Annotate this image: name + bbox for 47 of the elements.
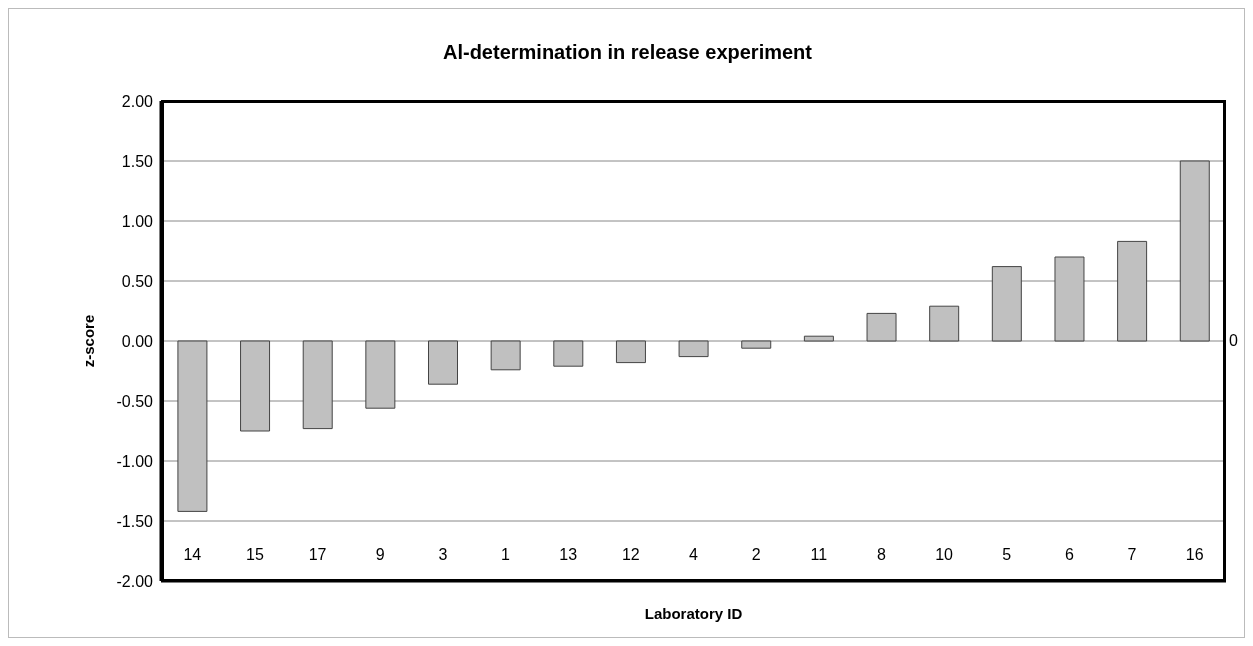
y-tick-label: 0.00	[121, 332, 154, 350]
y-tick-label: -2.00	[116, 572, 154, 590]
text: 0	[1229, 331, 1238, 351]
y-axis-title: z-score	[80, 314, 98, 368]
y-tick-label: 1.50	[121, 152, 154, 170]
x-tick-label: 10	[935, 546, 954, 564]
y-tick-label: -1.00	[116, 452, 154, 470]
x-tick-label: 13	[559, 546, 578, 564]
x-tick-label: 11	[810, 546, 828, 564]
bar	[741, 340, 772, 349]
y-tick-label: 2.00	[121, 92, 154, 110]
x-tick-label: 4	[689, 546, 699, 564]
x-tick-label: 5	[1002, 546, 1012, 564]
bar	[428, 340, 458, 385]
x-tick-label: 7	[1127, 546, 1137, 564]
bar	[929, 305, 960, 342]
bar	[803, 335, 834, 342]
x-tick-label: 6	[1064, 546, 1074, 564]
bar	[177, 340, 208, 512]
bar	[240, 340, 271, 432]
y-tick-label: 1.00	[121, 212, 154, 230]
x-tick-label: 15	[246, 546, 264, 564]
x-tick-label: 8	[876, 546, 886, 564]
bar	[866, 312, 897, 342]
x-tick-label: 12	[621, 546, 640, 564]
bar	[302, 340, 333, 430]
chart-title: Al-determination in release experiment	[442, 41, 813, 64]
bar	[553, 340, 584, 367]
y-tick-label: 0.50	[121, 272, 154, 290]
bar	[1117, 240, 1148, 342]
x-tick-label: 14	[183, 546, 202, 564]
x-tick-label: 16	[1185, 546, 1204, 564]
y-tick-label: -1.50	[116, 512, 154, 530]
bar	[991, 266, 1022, 342]
x-axis-title: Laboratory ID	[644, 605, 743, 622]
bar	[1054, 256, 1085, 342]
bar	[490, 340, 521, 371]
bar	[1179, 160, 1210, 342]
x-tick-label: 9	[375, 546, 385, 564]
x-tick-label: 2	[751, 546, 761, 564]
x-tick-label: 3	[438, 546, 448, 564]
bar	[678, 340, 709, 358]
x-tick-label: 1	[501, 546, 511, 564]
x-tick-label: 17	[308, 546, 327, 564]
y-tick-label: -0.50	[116, 392, 154, 410]
bar	[615, 340, 646, 364]
bar	[365, 340, 396, 409]
